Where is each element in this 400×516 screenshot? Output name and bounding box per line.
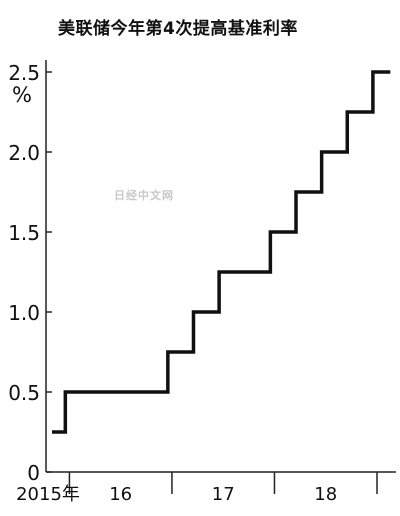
y-axis-unit: % (12, 83, 32, 107)
series-layer (51, 70, 391, 434)
x-tick-label: 2015年 (16, 484, 80, 505)
x-axis-ticks: 2015年 16 17 18 (16, 472, 378, 505)
y-tick-label: 0 (27, 461, 40, 485)
chart-axes (45, 60, 396, 473)
y-axis-ticks: 0 0.5 1.0 1.5 2.0 2.5% (8, 61, 52, 485)
y-tick-label: 1.0 (8, 301, 40, 325)
chart-title: 美联储今年第4次提高基准利率 (58, 19, 298, 39)
watermark: 日经中文网 (114, 189, 174, 202)
y-tick-label: 2.0 (8, 141, 40, 165)
y-tick-label: 0.5 (8, 381, 40, 405)
x-tick-label: 18 (314, 484, 337, 505)
x-tick-label: 17 (212, 484, 235, 505)
y-tick-label: 2.5 (8, 61, 40, 85)
rate-step-line (52, 70, 391, 434)
y-tick-label: 1.5 (8, 221, 40, 245)
x-tick-label: 16 (109, 484, 132, 505)
